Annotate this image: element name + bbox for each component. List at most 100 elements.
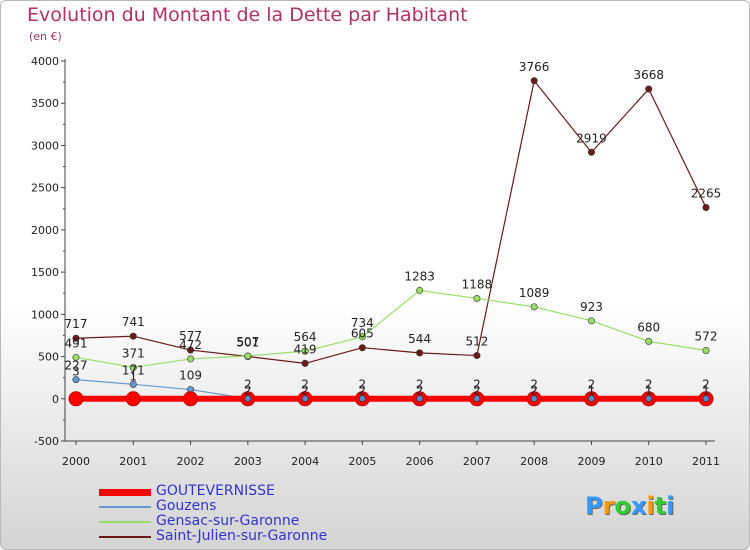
data-point bbox=[187, 355, 195, 363]
data-label: 2 bbox=[416, 378, 424, 392]
data-point bbox=[702, 346, 710, 354]
x-tick-label: 2003 bbox=[234, 455, 262, 468]
data-label: 507 bbox=[236, 335, 259, 349]
y-tick-label: 3000 bbox=[31, 139, 59, 152]
data-label: 1 bbox=[702, 384, 710, 398]
data-label: 227 bbox=[65, 359, 88, 373]
series-line-3 bbox=[75, 289, 707, 369]
data-label: 2919 bbox=[576, 131, 607, 145]
series-line-2 bbox=[75, 379, 706, 400]
data-label: 717 bbox=[65, 317, 88, 331]
data-point bbox=[473, 395, 481, 402]
data-point bbox=[645, 337, 653, 345]
y-tick-label: -500 bbox=[34, 435, 59, 448]
x-tick-label: 2010 bbox=[635, 455, 663, 468]
data-point bbox=[416, 395, 423, 402]
data-label: 2 bbox=[244, 378, 252, 392]
legend-label: Gensac-sur-Garonne bbox=[156, 513, 300, 529]
data-label: 1188 bbox=[462, 277, 493, 291]
x-tick-label: 2006 bbox=[406, 455, 434, 468]
data-point bbox=[187, 346, 195, 354]
x-tick-label: 2011 bbox=[692, 455, 720, 468]
data-label: 544 bbox=[408, 332, 431, 346]
proxiti-logo: Proxiti bbox=[585, 492, 675, 520]
data-point bbox=[702, 395, 710, 402]
x-tick-label: 2004 bbox=[291, 455, 319, 468]
data-point bbox=[358, 344, 366, 352]
data-label: 2 bbox=[244, 384, 252, 398]
data-point bbox=[473, 352, 481, 360]
data-label: 1 bbox=[588, 384, 596, 398]
data-label: 577 bbox=[179, 329, 202, 343]
data-label: 3 bbox=[72, 365, 80, 379]
x-tick-label: 2000 bbox=[62, 455, 90, 468]
data-label: 2 bbox=[473, 384, 481, 398]
chart-title: Evolution du Montant de la Dette par Hab… bbox=[27, 4, 468, 26]
data-point bbox=[645, 85, 653, 93]
y-tick-label: 1500 bbox=[31, 266, 59, 279]
data-label: 501 bbox=[236, 335, 259, 349]
legend-label: GOUTEVERNISSE bbox=[156, 483, 275, 499]
y-tick-label: 2000 bbox=[31, 224, 59, 237]
data-point bbox=[125, 391, 141, 407]
legend-swatch bbox=[99, 506, 151, 508]
data-label: 419 bbox=[294, 342, 317, 356]
legend-swatch bbox=[99, 536, 151, 538]
y-tick-label: 0 bbox=[52, 393, 59, 406]
data-point bbox=[72, 376, 80, 384]
data-label: 2 bbox=[359, 378, 367, 392]
data-label: 2 bbox=[702, 378, 710, 392]
series-line-4 bbox=[75, 80, 707, 364]
data-point bbox=[358, 333, 366, 341]
data-label: 2 bbox=[301, 384, 309, 398]
data-label: 2 bbox=[645, 378, 653, 392]
data-point bbox=[183, 391, 199, 407]
data-label: 1089 bbox=[519, 286, 550, 300]
data-point bbox=[530, 77, 538, 85]
data-label: 605 bbox=[351, 327, 374, 341]
data-point bbox=[473, 294, 481, 302]
data-point bbox=[587, 317, 595, 325]
data-label: 2265 bbox=[691, 187, 722, 201]
data-point bbox=[530, 303, 538, 311]
data-label: 472 bbox=[179, 338, 202, 352]
x-tick-label: 2007 bbox=[463, 455, 491, 468]
data-label: 1 bbox=[645, 384, 653, 398]
data-label: 171 bbox=[122, 363, 145, 377]
y-tick-label: 500 bbox=[38, 351, 59, 364]
data-label: 741 bbox=[122, 315, 145, 329]
data-label: 3668 bbox=[633, 68, 664, 82]
data-label: 109 bbox=[179, 369, 202, 383]
data-label: 371 bbox=[122, 346, 145, 360]
y-tick-label: 2500 bbox=[31, 182, 59, 195]
data-point bbox=[129, 380, 137, 388]
data-point bbox=[301, 359, 309, 367]
data-point bbox=[588, 395, 595, 402]
data-point bbox=[244, 395, 252, 402]
data-label: 572 bbox=[695, 329, 718, 343]
data-label: 512 bbox=[465, 335, 488, 349]
x-tick-label: 2008 bbox=[520, 455, 548, 468]
x-tick-label: 2001 bbox=[119, 455, 147, 468]
x-tick-label: 2005 bbox=[348, 455, 376, 468]
data-label: 1 bbox=[129, 369, 137, 383]
legend-label: Gouzens bbox=[156, 498, 217, 514]
data-point bbox=[587, 148, 595, 156]
data-point bbox=[244, 352, 252, 360]
legend-swatch bbox=[99, 488, 151, 496]
x-tick-label: 2002 bbox=[177, 455, 205, 468]
data-point bbox=[530, 395, 538, 402]
data-label: 2 bbox=[588, 378, 596, 392]
data-label: 2 bbox=[530, 384, 538, 398]
data-point bbox=[72, 353, 80, 361]
data-label: 3766 bbox=[519, 60, 550, 74]
data-point bbox=[416, 286, 424, 294]
y-tick-label: 4000 bbox=[31, 55, 59, 68]
data-point bbox=[702, 204, 710, 212]
data-label: 2 bbox=[359, 384, 367, 398]
data-label: 2 bbox=[473, 378, 481, 392]
data-label: 564 bbox=[294, 330, 317, 344]
legend-swatch bbox=[99, 521, 151, 523]
